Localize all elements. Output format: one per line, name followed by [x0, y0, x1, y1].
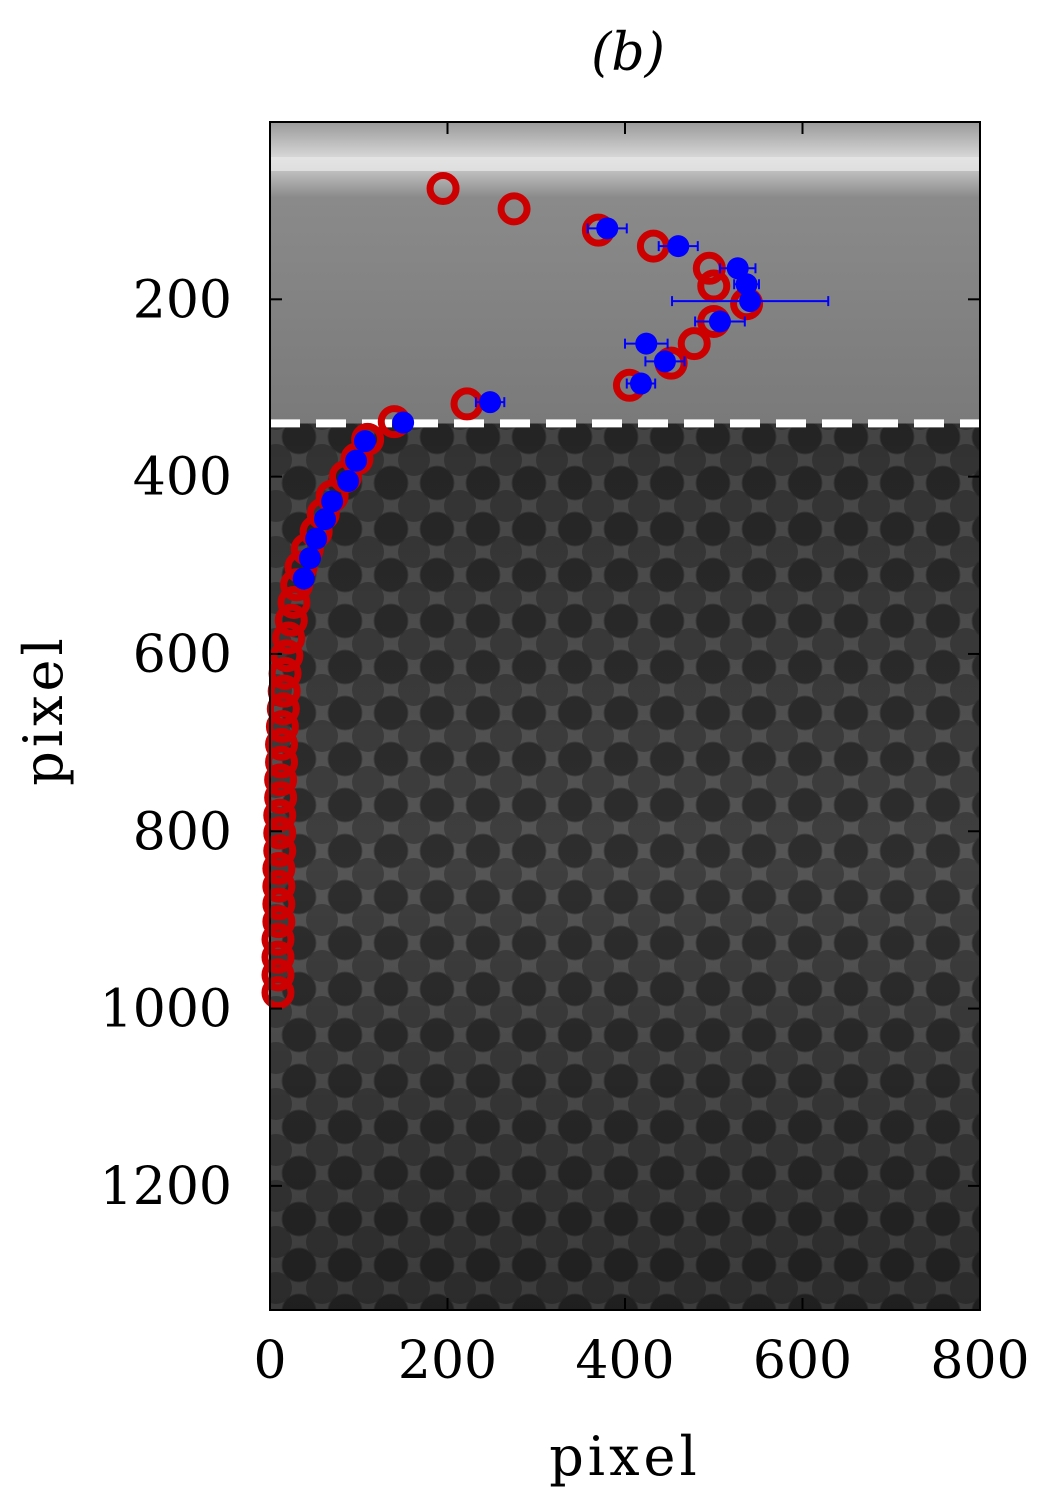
red-open-point-34	[263, 798, 297, 832]
red-open-point-30	[265, 727, 299, 761]
blue-filled-point-4	[739, 290, 762, 313]
blue-filled-point-10	[392, 411, 415, 434]
blue-filled-point-7	[653, 350, 676, 373]
y-tick-label-0: 200	[133, 270, 232, 330]
red-open-point-40	[262, 905, 296, 939]
y-axis-label: pixel	[12, 634, 75, 786]
blue-filled-point-11	[353, 430, 376, 453]
y-tick-label-3: 800	[133, 802, 232, 862]
blue-filled-point-12	[345, 449, 368, 472]
red-open-point-35	[263, 816, 297, 850]
x-axis-ticks: 0 200 400 600 800	[253, 122, 1030, 1391]
blue-filled-point-6	[635, 332, 658, 355]
x-tick-label-2: 400	[575, 1331, 674, 1391]
x-tick-label-4: 800	[930, 1331, 1029, 1391]
red-open-point-25	[270, 639, 304, 673]
blue-filled-point-3	[735, 273, 758, 296]
red-open-point-39	[262, 887, 296, 921]
blue-filled-point-14	[321, 490, 344, 513]
red-open-point-33	[264, 781, 298, 815]
y-tick-label-1: 400	[133, 448, 232, 508]
blue-filled-point-5	[708, 310, 731, 333]
red-open-point-22	[277, 586, 311, 620]
red-open-point-38	[262, 869, 296, 903]
x-tick-label-3: 600	[753, 1331, 852, 1391]
red-open-point-32	[264, 763, 298, 797]
red-open-point-24	[272, 621, 306, 655]
red-open-point-5	[697, 269, 731, 303]
red-open-point-1	[497, 192, 531, 226]
packed-bed-shading	[270, 423, 980, 1310]
background-photo	[270, 122, 980, 1310]
red-open-point-42	[261, 940, 295, 974]
y-tick-label-5: 1200	[100, 1157, 232, 1217]
red-open-point-23	[274, 603, 308, 637]
x-tick-label-1: 200	[398, 1331, 497, 1391]
red-open-point-41	[261, 922, 295, 956]
red-open-point-26	[268, 656, 302, 690]
blue-filled-point-0	[596, 217, 619, 240]
blue-filled-point-13	[337, 470, 360, 493]
red-open-point-43	[261, 958, 295, 992]
blue-filled-point-9	[479, 391, 502, 414]
y-tick-label-2: 600	[133, 625, 232, 685]
y-axis-ticks: 200 400 600 800 1000 1200	[100, 270, 980, 1217]
surface-reflection	[270, 157, 980, 171]
red-open-point-36	[263, 834, 297, 868]
y-tick-label-4: 1000	[100, 980, 232, 1040]
blue-filled-point-16	[305, 527, 328, 550]
panel-label: (b)	[591, 23, 665, 83]
red-open-point-8	[677, 327, 711, 361]
blue-filled-point-15	[314, 508, 337, 531]
x-tick-label-0: 0	[253, 1331, 286, 1391]
red-open-point-37	[262, 851, 296, 885]
blue-filled-point-1	[667, 235, 690, 258]
blue-filled-point-18	[292, 567, 315, 590]
red-open-point-44	[261, 976, 295, 1010]
x-axis-label: pixel	[549, 1425, 701, 1488]
blue-filled-point-17	[298, 547, 321, 570]
blue-filled-point-8	[629, 372, 652, 395]
red-open-point-27	[267, 674, 301, 708]
red-open-point-0	[426, 171, 460, 205]
series-filled-circles	[292, 217, 830, 590]
red-open-point-31	[265, 745, 299, 779]
